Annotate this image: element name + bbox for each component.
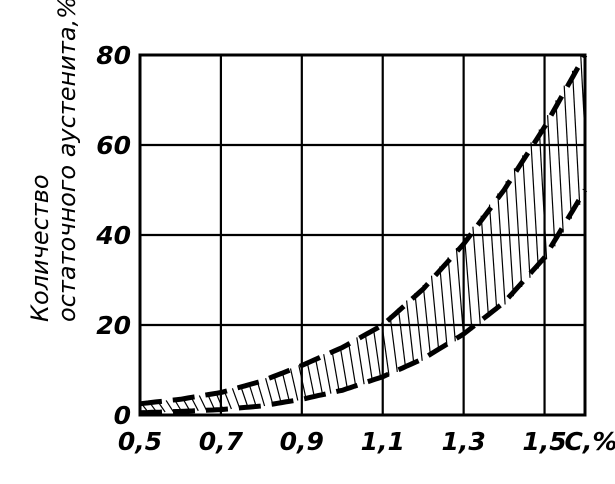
hatch-line-49 <box>547 115 556 247</box>
hatch-line-52 <box>571 70 581 205</box>
hatch-line-41 <box>480 215 490 318</box>
y-axis-label-line-2: остаточного аустенита,% <box>53 0 81 322</box>
x-axis-label: С,% <box>565 427 615 456</box>
hatch-line-23 <box>331 350 340 392</box>
hatch-line-3 <box>165 400 174 413</box>
hatch-line-33 <box>414 293 423 361</box>
plot-frame <box>138 53 587 417</box>
y-axis-label-line-1: Количество <box>26 174 54 322</box>
hatch-line-31 <box>397 307 407 369</box>
hatch-line-11 <box>231 388 241 409</box>
hatch-line-42 <box>488 204 498 312</box>
hatch-line-48 <box>538 129 548 260</box>
hatch-line-13 <box>248 383 257 407</box>
hatch-line-37 <box>447 257 456 342</box>
hatch-line-15 <box>265 378 274 405</box>
x-tick-label-0: 0,5 <box>118 427 162 456</box>
x-tick-labels: 0,5 0,7 0,9 1,1 1,3 1,5 <box>118 427 567 456</box>
grid <box>140 55 585 415</box>
hatch-line-12 <box>240 385 249 408</box>
hatch-line-22 <box>323 354 332 394</box>
hatch-line-45 <box>513 168 523 288</box>
x-tick-label-5: 1,5 <box>522 427 566 456</box>
hatch-line-20 <box>306 361 315 398</box>
band <box>140 56 585 413</box>
hatch-line-27 <box>364 332 373 382</box>
hatch-line-28 <box>372 328 382 379</box>
hatch-line-17 <box>281 371 291 403</box>
x-tick-label-4: 1,3 <box>441 427 485 456</box>
y-tick-label-1: 20 <box>96 311 131 340</box>
hatch-line-24 <box>339 346 349 390</box>
upper-curve <box>139 53 588 407</box>
hatch-line-14 <box>256 381 266 407</box>
y-tick-label-2: 40 <box>95 221 131 250</box>
hatch-line-25 <box>347 341 357 387</box>
hatch-line-21 <box>314 357 324 396</box>
hatch-line-38 <box>455 248 465 337</box>
y-tick-label-0: 0 <box>114 401 131 430</box>
x-tick-label-2: 0,9 <box>280 427 324 456</box>
lower-curve <box>139 188 588 416</box>
hatch-line-7 <box>198 395 208 411</box>
curves <box>139 53 588 416</box>
y-tick-label-4: 80 <box>96 41 131 70</box>
hatch-line-29 <box>381 322 390 376</box>
hatch-line-36 <box>439 266 448 347</box>
y-axis-label: Количество остаточного аустенита,% <box>26 0 81 322</box>
hatch-line-43 <box>497 193 506 305</box>
hatch-line-19 <box>298 365 307 400</box>
hatch-line-34 <box>422 284 432 357</box>
hatch-line-30 <box>389 315 398 372</box>
hatch-line-40 <box>472 226 481 324</box>
x-tick-label-1: 0,7 <box>199 427 244 456</box>
hatch-line-44 <box>505 181 514 297</box>
hatch-line-16 <box>273 374 282 404</box>
hatch-line-47 <box>530 142 539 269</box>
hatch-line-35 <box>430 275 440 352</box>
hatch-line-50 <box>555 100 564 233</box>
hatch-line-46 <box>522 155 531 278</box>
y-tick-labels: 0 20 40 60 80 <box>95 41 131 430</box>
hatch-line-39 <box>464 237 473 331</box>
hatch-line-32 <box>406 300 415 365</box>
hatch-line-51 <box>563 85 572 219</box>
hatch-line-18 <box>289 368 299 401</box>
hatch-line-26 <box>356 337 365 385</box>
x-tick-label-3: 1,1 <box>361 427 405 456</box>
y-tick-label-3: 60 <box>96 131 131 160</box>
